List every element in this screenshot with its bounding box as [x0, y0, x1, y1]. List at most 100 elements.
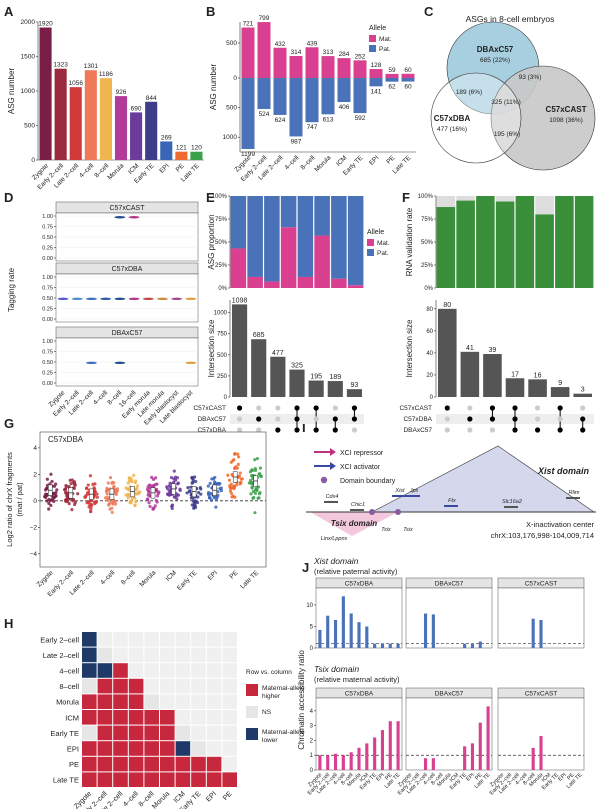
- bar: [69, 87, 82, 160]
- y-tick-label: 0%: [424, 286, 433, 292]
- data-point: [154, 487, 159, 491]
- venn-set-value: 685 (22%): [480, 57, 510, 64]
- facet-title: C57xDBA: [345, 581, 374, 588]
- data-point: [175, 497, 179, 501]
- bar: [486, 706, 490, 770]
- bar-value-label: 1186: [99, 71, 113, 78]
- matrix-dot: [534, 416, 541, 422]
- data-point: [186, 485, 190, 490]
- legend-title: Allele: [367, 229, 384, 236]
- heatmap-cell: [97, 663, 113, 678]
- legend-swatch-pat: [369, 45, 376, 52]
- row-label: PE: [69, 760, 79, 769]
- bar-paternal: [241, 78, 255, 149]
- heatmap-cell: [82, 694, 97, 709]
- data-point: [216, 481, 220, 486]
- bar: [423, 758, 428, 770]
- violin-mark: [171, 297, 183, 301]
- data-point: [45, 477, 49, 481]
- matrix-dot: [294, 405, 300, 411]
- heatmap-cell: [206, 663, 222, 678]
- data-point: [134, 500, 138, 504]
- bar-paternal-fraction: [314, 196, 330, 236]
- data-point: [130, 499, 134, 503]
- plot-frame: [39, 431, 267, 568]
- heatmap-cell: [191, 632, 206, 647]
- heatmap-cell: [97, 710, 113, 725]
- matrix-dot: [557, 416, 563, 422]
- bar-maternal: [257, 22, 271, 78]
- x-tick-label: ICM: [165, 569, 178, 582]
- panel-g-scatter: −4 −2 0 2 4 C57xDBA Log2 ratio of chrX fragmen…: [5, 431, 267, 598]
- bar: [84, 70, 97, 160]
- intersection-bar: [346, 389, 362, 397]
- x-tick-label: PE: [474, 772, 484, 782]
- data-point: [51, 497, 55, 502]
- y-tick-label: 0.75: [42, 350, 53, 356]
- data-point: [86, 490, 90, 495]
- bar-maternal: [241, 27, 255, 79]
- bar-maternal-fraction: [347, 285, 364, 288]
- data-point: [187, 489, 191, 494]
- data-point: [103, 496, 108, 500]
- bar-paternal-fraction: [280, 196, 297, 228]
- y-axis-label: ASG number: [209, 64, 218, 111]
- set-label: C57xCAST: [399, 405, 432, 412]
- venn-overlap-label: 195 (6%): [494, 131, 520, 138]
- data-point: [150, 475, 154, 479]
- y-axis-label: Log2 ratio of chrX fragments: [5, 452, 14, 547]
- data-point: [84, 494, 88, 498]
- data-point: [71, 499, 75, 503]
- facet-title: DBAxC57: [112, 330, 143, 337]
- venn-set-label: C57xCAST: [546, 105, 587, 114]
- data-point: [248, 478, 253, 483]
- heatmap-cell: [82, 632, 97, 647]
- bar-validated: [574, 196, 594, 288]
- data-point: [189, 485, 193, 489]
- legend-label-pat: Pat.: [379, 46, 391, 53]
- bar-paternal: [369, 78, 383, 87]
- plot-title: C57xDBA: [48, 435, 84, 444]
- gene-label-tsix-2: Tsix: [403, 527, 413, 533]
- data-point: [53, 495, 57, 499]
- col-label: 4–cell: [122, 790, 140, 808]
- x-tick-label: EPI: [557, 772, 568, 783]
- heatmap-cell: [191, 741, 206, 756]
- bar-maternal-fraction: [297, 276, 314, 288]
- data-point: [153, 504, 157, 508]
- data-point: [126, 481, 130, 485]
- intersection-bar: [460, 351, 480, 397]
- heatmap-cell: [175, 710, 191, 725]
- heatmap-cell: [97, 741, 113, 756]
- data-point: [106, 498, 110, 502]
- data-point: [64, 499, 68, 504]
- bar-not-validated: [436, 196, 456, 208]
- bar: [470, 643, 475, 648]
- data-point: [85, 486, 89, 491]
- data-point: [135, 484, 140, 488]
- row-label: Late 2–cell: [43, 651, 80, 660]
- matrix-dot: [313, 427, 319, 433]
- heatmap-cell: [82, 772, 97, 787]
- data-point: [47, 501, 51, 505]
- matrix-dot: [489, 405, 496, 411]
- data-point: [105, 489, 109, 493]
- data-point: [185, 491, 189, 495]
- heatmap-cell: [222, 741, 237, 756]
- bar: [190, 151, 203, 160]
- heatmap-cell: [113, 710, 128, 725]
- heatmap-cell: [113, 772, 128, 787]
- heatmap-cell: [160, 772, 175, 787]
- bar-maternal: [273, 47, 287, 78]
- heatmap-cell: [206, 632, 222, 647]
- heatmap-cell: [128, 756, 144, 772]
- y-tick-label: 0: [33, 498, 37, 505]
- domain-boundary-dot: [395, 509, 401, 515]
- panel-h-heatmap: Early 2–cell Late 2–cell 4–cell 8–cell Morul…: [40, 632, 305, 809]
- legend-boundary-dot: [320, 476, 328, 484]
- bar: [388, 721, 392, 770]
- data-point: [227, 478, 232, 482]
- data-point: [236, 462, 240, 466]
- data-point: [169, 475, 174, 480]
- data-point: [51, 491, 56, 496]
